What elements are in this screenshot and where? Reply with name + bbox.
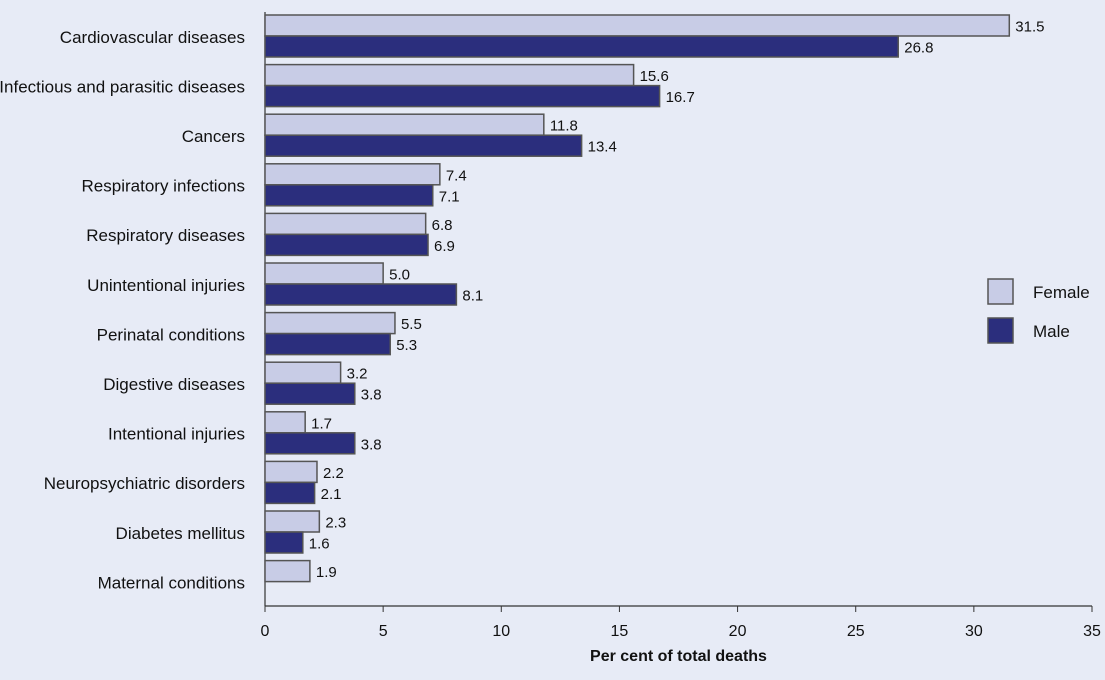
bar-female xyxy=(264,262,384,285)
bar-male xyxy=(264,233,429,257)
x-tick-label: 0 xyxy=(261,623,270,640)
bar-male xyxy=(264,283,458,306)
data-label: 5.3 xyxy=(396,337,417,354)
data-label: 2.3 xyxy=(325,515,346,532)
data-label: 6.9 xyxy=(434,238,455,255)
category-label: Neuropsychiatric disorders xyxy=(44,474,245,493)
bar-female xyxy=(264,311,396,335)
category-label: Intentional injuries xyxy=(108,425,245,444)
category-label: Respiratory diseases xyxy=(86,226,245,245)
x-tick-label: 20 xyxy=(729,623,747,640)
category-label: Infectious and parasitic diseases xyxy=(0,77,245,96)
data-label: 1.6 xyxy=(309,536,330,553)
x-tick-label: 25 xyxy=(847,623,865,640)
data-label: 3.8 xyxy=(361,387,382,404)
data-label: 31.5 xyxy=(1015,19,1044,36)
data-label: 2.2 xyxy=(323,465,344,482)
bar-female xyxy=(264,361,342,384)
legend-swatch-female xyxy=(987,278,1014,305)
x-axis-title: Per cent of total deaths xyxy=(590,648,767,665)
legend-label-male: Male xyxy=(1033,322,1070,341)
data-label: 3.8 xyxy=(361,436,382,453)
bar-female xyxy=(264,559,311,583)
data-label: 26.8 xyxy=(904,40,933,57)
category-label: Perinatal conditions xyxy=(97,325,245,344)
bar-female xyxy=(264,63,635,87)
category-label: Cancers xyxy=(182,127,245,146)
bar-female xyxy=(264,411,306,434)
x-tick-label: 35 xyxy=(1083,623,1101,640)
bar-male xyxy=(264,332,391,356)
bar-female xyxy=(264,460,318,484)
data-label: 2.1 xyxy=(321,486,342,503)
x-tick-label: 15 xyxy=(611,623,629,640)
data-label: 7.1 xyxy=(439,188,460,205)
data-label: 15.6 xyxy=(640,68,669,85)
category-label: Unintentional injuries xyxy=(87,276,245,295)
bar-female xyxy=(264,163,441,186)
category-label: Diabetes mellitus xyxy=(116,524,245,543)
x-tick-label: 10 xyxy=(492,623,510,640)
bar-male xyxy=(264,481,316,505)
bar-female xyxy=(264,510,321,533)
data-label: 1.9 xyxy=(316,564,337,581)
bar-male xyxy=(264,134,583,157)
category-label: Maternal conditions xyxy=(98,573,245,592)
bar-male xyxy=(264,432,356,455)
data-label: 11.8 xyxy=(550,118,578,135)
data-label: 16.7 xyxy=(666,89,695,106)
data-label: 6.8 xyxy=(432,217,453,234)
data-label: 7.4 xyxy=(446,167,467,184)
category-label: Cardiovascular diseases xyxy=(60,28,245,47)
x-tick-label: 5 xyxy=(379,623,388,640)
legend-label-female: Female xyxy=(1033,283,1090,302)
bar-male xyxy=(264,35,899,58)
bar-female xyxy=(264,212,427,236)
bar-male xyxy=(264,184,434,207)
bar-male xyxy=(264,382,356,405)
category-label: Respiratory infections xyxy=(82,177,245,196)
legend-swatch-male xyxy=(987,317,1014,344)
bar-female xyxy=(264,113,545,136)
data-label: 1.7 xyxy=(311,415,332,432)
x-tick-label: 30 xyxy=(965,623,983,640)
category-label: Digestive diseases xyxy=(103,375,245,394)
data-label: 5.5 xyxy=(401,316,422,333)
data-label: 8.1 xyxy=(462,288,483,305)
bar-female xyxy=(264,14,1011,37)
data-label: 5.0 xyxy=(389,267,410,284)
bar-male xyxy=(264,531,304,554)
data-label: 3.2 xyxy=(347,366,368,383)
data-label: 13.4 xyxy=(588,139,617,156)
bar-male xyxy=(264,84,661,108)
